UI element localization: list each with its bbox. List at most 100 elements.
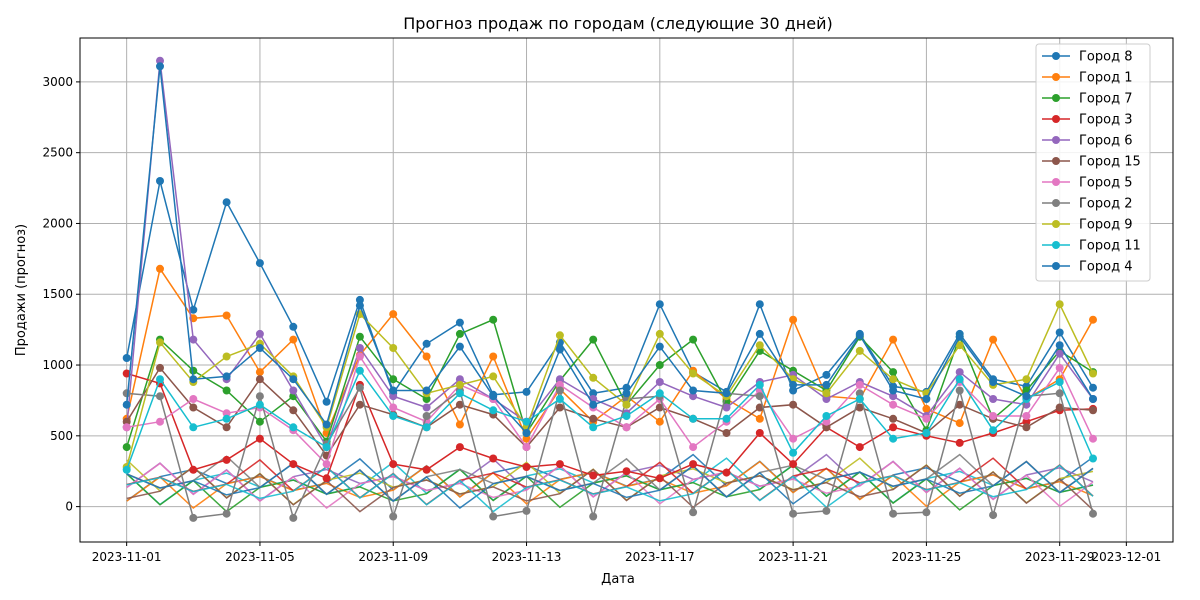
data-point xyxy=(489,406,498,415)
data-point xyxy=(855,331,864,340)
data-point xyxy=(222,455,231,464)
data-point xyxy=(989,378,998,386)
data-point xyxy=(422,465,431,474)
data-point xyxy=(1022,423,1031,432)
data-point xyxy=(355,332,364,341)
series-line xyxy=(125,302,1094,468)
data-point xyxy=(322,460,331,469)
data-point xyxy=(1055,349,1064,358)
data-point xyxy=(889,375,898,384)
data-point xyxy=(489,372,498,381)
data-point xyxy=(989,426,998,435)
data-point xyxy=(122,465,131,474)
data-point xyxy=(1089,434,1097,443)
data-point xyxy=(156,62,164,71)
data-point xyxy=(222,372,231,381)
data-point xyxy=(189,335,198,344)
data-point xyxy=(1022,417,1031,426)
data-point xyxy=(289,335,298,344)
data-point xyxy=(322,397,331,406)
data-point xyxy=(822,389,831,398)
data-point xyxy=(322,420,331,429)
series-layer xyxy=(122,56,1097,522)
data-point xyxy=(255,417,264,426)
data-point xyxy=(156,56,164,65)
data-point xyxy=(122,423,131,432)
data-point xyxy=(889,434,898,443)
data-point xyxy=(289,406,298,415)
data-point xyxy=(689,335,698,344)
data-point xyxy=(855,395,864,403)
data-point xyxy=(522,417,531,426)
legend-swatch-marker xyxy=(1052,262,1060,270)
legend-label: Город 9 xyxy=(1079,218,1132,233)
data-point xyxy=(655,361,664,369)
data-point xyxy=(522,463,531,471)
data-point xyxy=(1055,403,1064,412)
data-point xyxy=(555,331,564,340)
plot-area-frame xyxy=(79,37,1174,543)
data-point xyxy=(555,375,564,384)
chart-title: Прогноз продаж по городам (следующие 30 … xyxy=(403,14,832,33)
series-line xyxy=(126,366,1094,457)
data-point xyxy=(1022,412,1031,420)
data-point xyxy=(789,400,798,409)
data-point xyxy=(156,363,164,372)
data-point xyxy=(1055,378,1064,386)
data-point xyxy=(455,380,464,389)
legend-swatch-marker xyxy=(1052,73,1060,81)
data-point xyxy=(455,443,464,452)
data-point xyxy=(455,318,464,327)
data-point xyxy=(722,414,731,423)
data-point xyxy=(122,443,131,452)
legend-swatch-marker xyxy=(1052,157,1060,165)
x-axis-label: Дата xyxy=(601,572,635,587)
series-line xyxy=(126,354,1094,466)
data-point xyxy=(955,400,964,409)
data-point xyxy=(922,395,931,403)
data-point xyxy=(1089,406,1097,415)
data-point xyxy=(522,387,531,396)
data-point xyxy=(555,460,564,469)
data-point xyxy=(455,375,464,384)
series-line xyxy=(126,385,1094,521)
data-point xyxy=(822,506,831,515)
data-point xyxy=(889,368,898,377)
data-point xyxy=(689,414,698,423)
x-axis-ticks: 2023-11-01 2023-11-05 2023-11-09 2023-11-13… xyxy=(92,542,1161,564)
data-point xyxy=(555,386,564,395)
data-point xyxy=(355,366,364,375)
data-point xyxy=(122,389,131,398)
data-point xyxy=(1089,509,1097,518)
data-point xyxy=(755,380,764,389)
data-point xyxy=(222,352,231,361)
legend-swatch-marker xyxy=(1052,94,1060,102)
data-point xyxy=(689,386,698,395)
data-point xyxy=(889,414,898,423)
data-point xyxy=(922,414,931,423)
data-point xyxy=(889,423,898,432)
y-tick-label: 1500 xyxy=(42,287,73,301)
data-point xyxy=(822,417,831,426)
data-point xyxy=(455,400,464,409)
data-point xyxy=(755,429,764,437)
data-point xyxy=(1089,383,1097,392)
data-point xyxy=(389,375,398,384)
data-point xyxy=(422,339,431,348)
data-point xyxy=(455,329,464,338)
series-line xyxy=(126,372,1094,480)
x-tick-label: 2023-11-29 xyxy=(1025,550,1095,564)
data-point xyxy=(189,305,198,314)
data-point xyxy=(989,511,998,520)
data-point xyxy=(255,344,264,352)
data-point xyxy=(255,434,264,443)
data-point xyxy=(156,375,164,384)
data-point xyxy=(589,414,598,423)
data-point xyxy=(489,352,498,361)
y-tick-label: 2000 xyxy=(42,216,73,230)
legend-label: Город 6 xyxy=(1079,134,1132,149)
data-point xyxy=(589,389,598,398)
data-point xyxy=(922,429,931,437)
data-point xyxy=(755,341,764,350)
